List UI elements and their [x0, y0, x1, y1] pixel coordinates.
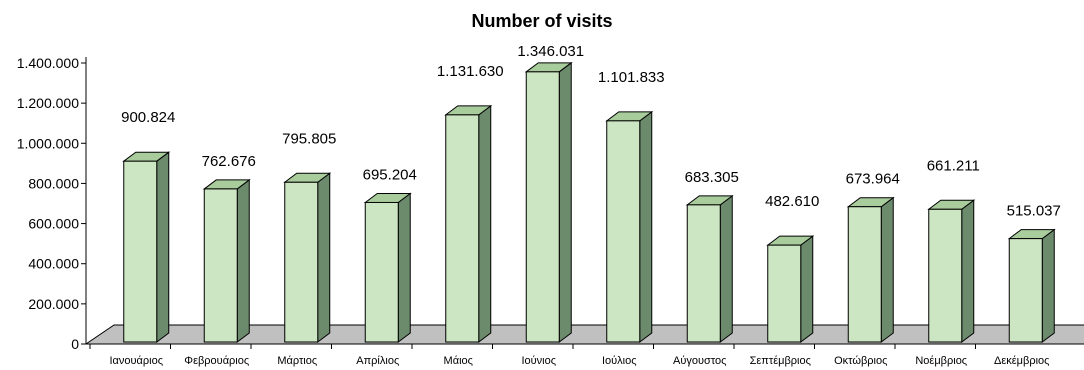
bar — [202, 178, 251, 343]
bar-front — [445, 114, 480, 343]
bar-side — [558, 61, 572, 343]
bar-front — [123, 160, 158, 343]
bar-side — [478, 104, 492, 343]
x-tick-label: Μάρτιος — [277, 355, 317, 367]
data-label: 1.101.833 — [598, 69, 665, 86]
bar-side — [639, 110, 653, 343]
y-tick-label: 600.000 — [28, 216, 79, 232]
bar — [685, 194, 734, 343]
chart-floor — [84, 324, 1084, 345]
x-tick-label: Νοέμβριος — [915, 355, 967, 367]
x-tick-label: Ιανουάριος — [109, 355, 163, 367]
data-label: 482.610 — [765, 193, 819, 210]
bar-side — [397, 192, 411, 343]
x-tick-label: Φεβρουάριος — [184, 355, 249, 367]
data-label: 1.131.630 — [437, 63, 504, 80]
data-label: 515.037 — [1007, 203, 1061, 220]
data-label: 1.346.031 — [517, 43, 584, 60]
x-tick-label: Σεπτέμβριος — [750, 355, 811, 367]
x-tick-label: Μάιος — [444, 355, 473, 367]
bar — [122, 151, 171, 343]
data-label: 795.805 — [282, 130, 336, 147]
x-tick-label: Ιούνιος — [521, 355, 556, 367]
bar-front — [606, 120, 641, 343]
y-tick-label: 1.200.000 — [17, 95, 79, 111]
chart-title: Number of visits — [471, 11, 612, 31]
bar-side — [236, 178, 250, 343]
y-tick-label: 200.000 — [28, 296, 79, 312]
bar-front — [284, 181, 319, 343]
x-tick-label: Οκτώβριος — [834, 355, 887, 367]
bar — [524, 61, 573, 343]
x-tick-label: Αύγουστος — [673, 355, 726, 367]
bar-side — [800, 235, 814, 343]
data-label: 695.204 — [363, 166, 417, 183]
bar-front — [928, 208, 963, 343]
y-tick-label: 0 — [71, 336, 79, 352]
x-tick-label: Ιούλιος — [602, 355, 637, 367]
bar-front — [686, 204, 721, 343]
bar-front — [1008, 238, 1043, 343]
bar — [283, 172, 332, 343]
data-label: 661.211 — [927, 157, 980, 174]
y-tick-label: 800.000 — [28, 175, 79, 191]
bar — [846, 196, 895, 343]
data-label: 900.824 — [121, 109, 175, 126]
bar-side — [156, 151, 170, 343]
x-tick-label: Απρίλιος — [356, 355, 399, 367]
bar-side — [961, 199, 975, 343]
bar — [363, 192, 412, 343]
bar — [927, 199, 976, 343]
bar-front — [847, 206, 882, 343]
bar-front — [364, 201, 399, 343]
bar-side — [880, 196, 894, 343]
y-tick-label: 400.000 — [28, 256, 79, 272]
bar-side — [317, 172, 331, 343]
bar — [444, 104, 493, 343]
data-label: 762.676 — [202, 153, 256, 170]
bar — [766, 235, 815, 343]
bar-front — [767, 244, 802, 343]
x-tick-label: Δεκέμβριος — [994, 355, 1049, 367]
data-label: 683.305 — [685, 169, 739, 186]
bar — [605, 110, 654, 343]
bar-side — [719, 194, 733, 343]
bar-front — [203, 188, 238, 343]
data-label: 673.964 — [846, 171, 900, 188]
bar — [1007, 228, 1056, 343]
y-tick-label: 1.000.000 — [17, 135, 79, 151]
y-tick-label: 1.400.000 — [17, 55, 79, 71]
bar-side — [1041, 228, 1055, 343]
bar-front — [525, 71, 560, 343]
